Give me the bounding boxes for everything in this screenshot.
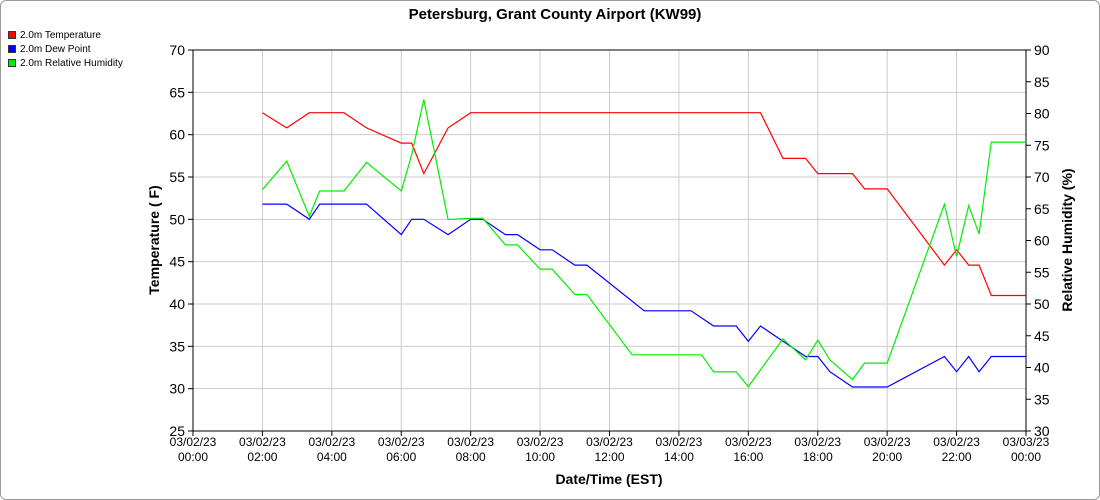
x-tick-time: 00:00 bbox=[1011, 450, 1041, 464]
y-tick-label: 60 bbox=[169, 127, 185, 143]
y-tick-label: 30 bbox=[169, 381, 185, 397]
axes: 25 30 35 40 45 50 55 60 65 70 30 35 40 45 50 55 60 65 70 75… bbox=[169, 42, 1049, 464]
x-tick-time: 20:00 bbox=[872, 450, 902, 464]
y2-axis-label: Relative Humidity (%) bbox=[1059, 168, 1075, 311]
x-tick-time: 22:00 bbox=[942, 450, 972, 464]
x-tick-date: 03/02/23 bbox=[656, 435, 703, 449]
y-tick-label: 45 bbox=[169, 254, 185, 270]
y-tick-label: 65 bbox=[169, 84, 185, 100]
series-layer bbox=[261, 99, 1026, 388]
y-tick-label: 25 bbox=[169, 423, 185, 439]
x-tick-date: 03/02/23 bbox=[517, 435, 564, 449]
legend-swatch-humidity bbox=[8, 59, 16, 67]
x-tick-time: 02:00 bbox=[247, 450, 277, 464]
legend-item-humidity: 2.0m Relative Humidity bbox=[8, 56, 123, 70]
y2-tick-label: 40 bbox=[1034, 360, 1050, 376]
x-tick-time: 12:00 bbox=[594, 450, 624, 464]
grid bbox=[192, 49, 1027, 432]
legend-label-humidity: 2.0m Relative Humidity bbox=[20, 57, 123, 69]
x-tick-time: 00:00 bbox=[178, 450, 208, 464]
x-tick-date: 03/02/23 bbox=[170, 435, 217, 449]
y2-tick-label: 70 bbox=[1034, 169, 1050, 185]
y-tick-label: 55 bbox=[169, 169, 185, 185]
y-tick-label: 50 bbox=[169, 211, 185, 227]
y2-tick-label: 75 bbox=[1034, 137, 1050, 153]
x-axis-label: Date/Time (EST) bbox=[555, 471, 662, 487]
x-tick-date: 03/03/23 bbox=[1003, 435, 1050, 449]
x-tick-time: 08:00 bbox=[456, 450, 486, 464]
series-line-temperature bbox=[262, 112, 1026, 297]
y2-tick-label: 90 bbox=[1034, 42, 1050, 58]
x-tick-date: 03/02/23 bbox=[447, 435, 494, 449]
legend-item-dew-point: 2.0m Dew Point bbox=[8, 42, 123, 56]
x-tick-date: 03/02/23 bbox=[725, 435, 772, 449]
chart-title: Petersburg, Grant County Airport (KW99) bbox=[409, 6, 702, 23]
legend-swatch-dew-point bbox=[8, 45, 16, 53]
y-tick-label: 35 bbox=[169, 338, 185, 354]
x-tick-time: 16:00 bbox=[733, 450, 763, 464]
x-tick-time: 06:00 bbox=[386, 450, 416, 464]
legend-item-temperature: 2.0m Temperature bbox=[8, 28, 123, 42]
y2-tick-label: 60 bbox=[1034, 233, 1050, 249]
x-tick-date: 03/02/23 bbox=[586, 435, 633, 449]
x-tick-time: 04:00 bbox=[317, 450, 347, 464]
y2-tick-label: 50 bbox=[1034, 296, 1050, 312]
x-tick-date: 03/02/23 bbox=[794, 435, 841, 449]
x-tick-date: 03/02/23 bbox=[308, 435, 355, 449]
y-axis-label: Temperature ( F) bbox=[146, 185, 162, 294]
legend: 2.0m Temperature 2.0m Dew Point 2.0m Rel… bbox=[8, 28, 123, 70]
legend-label-temperature: 2.0m Temperature bbox=[20, 29, 101, 41]
x-tick-time: 18:00 bbox=[803, 450, 833, 464]
series-line-humidity bbox=[261, 99, 1026, 388]
x-tick-time: 10:00 bbox=[525, 450, 555, 464]
y2-tick-label: 80 bbox=[1034, 106, 1050, 122]
series-line-dew-point bbox=[262, 203, 1026, 388]
y2-tick-label: 35 bbox=[1034, 391, 1050, 407]
y2-tick-label: 55 bbox=[1034, 264, 1050, 280]
x-tick-date: 03/02/23 bbox=[378, 435, 425, 449]
y2-tick-label: 45 bbox=[1034, 328, 1050, 344]
x-tick-date: 03/02/23 bbox=[933, 435, 980, 449]
y-tick-label: 70 bbox=[169, 42, 185, 58]
x-tick-date: 03/02/23 bbox=[239, 435, 286, 449]
y2-tick-label: 65 bbox=[1034, 201, 1050, 217]
y-tick-label: 40 bbox=[169, 296, 185, 312]
legend-label-dew-point: 2.0m Dew Point bbox=[20, 43, 91, 55]
x-tick-time: 14:00 bbox=[664, 450, 694, 464]
x-tick-date: 03/02/23 bbox=[864, 435, 911, 449]
legend-swatch-temperature bbox=[8, 31, 16, 39]
y2-tick-label: 85 bbox=[1034, 74, 1050, 90]
y2-tick-label: 30 bbox=[1034, 423, 1050, 439]
